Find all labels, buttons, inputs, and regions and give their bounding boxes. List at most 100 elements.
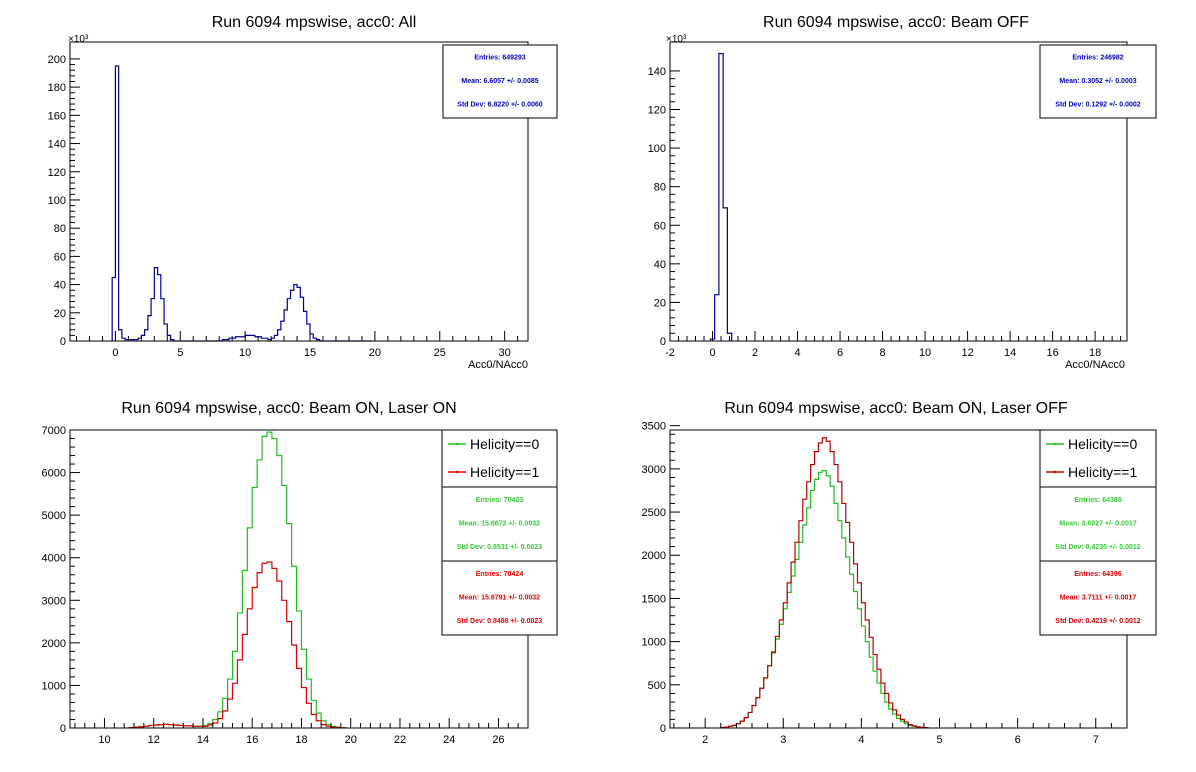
legend-label: Helicity==1	[470, 464, 539, 480]
y-tick-label: 6000	[42, 468, 66, 480]
x-tick-label: 5	[936, 734, 942, 746]
stats-std-dev: Std Dev: 0.8531 +/- 0.0023	[457, 544, 543, 551]
y-tick-label: 1500	[642, 593, 666, 605]
stats-box-frame	[441, 560, 558, 636]
legend-box	[441, 429, 558, 488]
x-tick-label: 0	[709, 347, 715, 359]
x-tick-label: 5	[177, 347, 183, 359]
y-tick-label: 60	[54, 251, 66, 263]
y-tick-label: 80	[654, 182, 666, 194]
x-tick-label: 20	[369, 347, 381, 359]
y-tick-label: 200	[48, 54, 66, 66]
x-tick-label: 26	[492, 734, 504, 746]
stats-entries: Entries: 246982	[1072, 55, 1123, 62]
stats-mean: Mean: 15.8791 +/- 0.0032	[459, 594, 540, 601]
legend-marker	[1053, 470, 1057, 474]
stats-box: Entries: 64385 Mean: 3.6927 +/- 0.0017 Std…	[1039, 486, 1157, 562]
x-tick-label: 18	[1089, 347, 1101, 359]
y-tick-label: 2500	[642, 507, 666, 519]
legend-label: Helicity==0	[1068, 436, 1137, 452]
y-tick-label: 20	[54, 308, 66, 320]
x-tick-label: 18	[295, 734, 307, 746]
stats-entries: Entries: 64385	[1074, 497, 1122, 504]
y-tick-label: 2000	[42, 638, 66, 650]
stats-std-dev: Std Dev: 0.4219 +/- 0.0012	[1055, 618, 1141, 625]
x-tick-label: 25	[434, 347, 446, 359]
chart-title: Run 6094 mpswise, acc0: Beam ON, Laser O…	[121, 400, 456, 417]
x-tick-label: 6	[837, 347, 843, 359]
plot-frame	[669, 41, 1128, 342]
stats-box-frame	[1039, 560, 1157, 636]
y-tick-label: 100	[48, 195, 66, 207]
stats-box-frame	[1039, 44, 1157, 119]
x-tick-label: -2	[665, 347, 675, 359]
y-tick-label: 180	[48, 82, 66, 94]
stats-mean: Mean: 15.8672 +/- 0.0032	[459, 520, 540, 527]
x-tick-label: 8	[879, 347, 885, 359]
stats-entries: Entries: 70423	[476, 497, 524, 504]
x-tick-label: 22	[394, 734, 406, 746]
y-tick-label: 140	[48, 139, 66, 151]
x-tick-label: 2	[702, 734, 708, 746]
legend: Helicity==0 Helicity==1	[1039, 429, 1157, 488]
histogram-series-2	[720, 437, 929, 729]
x-tick-label: 3	[780, 734, 786, 746]
y-tick-label: 0	[60, 723, 66, 735]
chart-panel-1: Run 6094 mpswise, acc0: All0204060801001…	[48, 14, 558, 371]
y-tick-label: 60	[654, 220, 666, 232]
stats-mean: Mean: 6.6057 +/- 0.0085	[461, 78, 538, 85]
y-tick-label: 40	[54, 280, 66, 292]
legend-box	[1039, 429, 1157, 488]
x-tick-label: 10	[98, 734, 110, 746]
y-tick-label: 500	[648, 680, 666, 692]
y-tick-label: 1000	[642, 637, 666, 649]
y-tick-label: 7000	[42, 425, 66, 437]
legend-label: Helicity==0	[470, 436, 539, 452]
chart-panel-3: Run 6094 mpswise, acc0: Beam ON, Laser O…	[42, 400, 558, 746]
chart-title: Run 6094 mpswise, acc0: Beam ON, Laser O…	[724, 400, 1067, 417]
y-tick-label: 0	[660, 336, 666, 348]
stats-std-dev: Std Dev: 0.4235 +/- 0.0012	[1055, 544, 1141, 551]
x-tick-label: 10	[919, 347, 931, 359]
x-axis-label: Acc0/NAcc0	[468, 359, 528, 371]
histogram-series-1	[709, 52, 733, 341]
y-tick-label: 0	[660, 723, 666, 735]
y-tick-label: 0	[60, 336, 66, 348]
stats-entries: Entries: 649293	[474, 55, 525, 62]
y-tick-label: 140	[648, 66, 666, 78]
y-tick-label: 120	[648, 105, 666, 117]
stats-box-frame	[1039, 486, 1157, 562]
stats-entries: Entries: 64396	[1074, 571, 1122, 578]
y-tick-label: 3500	[642, 421, 666, 433]
legend-marker	[455, 442, 459, 446]
stats-box: Entries: 70423 Mean: 15.8672 +/- 0.0032 St…	[441, 486, 558, 562]
y-exponent-label: ×10³	[666, 34, 687, 45]
y-tick-label: 100	[648, 143, 666, 155]
x-tick-label: 10	[239, 347, 251, 359]
x-tick-label: 4	[858, 734, 864, 746]
stats-box: Entries: 649293 Mean: 6.6057 +/- 0.0085 St…	[442, 44, 558, 119]
x-tick-label: 15	[304, 347, 316, 359]
legend-label: Helicity==1	[1068, 464, 1137, 480]
y-tick-label: 120	[48, 167, 66, 179]
y-exponent-label: ×10³	[68, 34, 89, 45]
chart-panel-4: Run 6094 mpswise, acc0: Beam ON, Laser O…	[642, 400, 1157, 746]
legend-marker	[1053, 442, 1057, 446]
x-tick-label: 16	[1046, 347, 1058, 359]
x-tick-label: 14	[197, 734, 209, 746]
stats-mean: Mean: 3.7111 +/- 0.0017	[1060, 594, 1137, 601]
x-tick-label: 4	[794, 347, 800, 359]
y-tick-label: 4000	[42, 553, 66, 565]
x-tick-label: 16	[246, 734, 258, 746]
plot-frame	[69, 41, 529, 342]
x-tick-label: 20	[345, 734, 357, 746]
stats-box: Entries: 246982 Mean: 0.3052 +/- 0.0003 St…	[1039, 44, 1157, 119]
stats-box-frame	[442, 44, 558, 119]
stats-box: Entries: 70424 Mean: 15.8791 +/- 0.0032 St…	[441, 560, 558, 636]
x-tick-label: 2	[752, 347, 758, 359]
x-tick-label: 24	[443, 734, 455, 746]
stats-box: Entries: 64396 Mean: 3.7111 +/- 0.0017 Std…	[1039, 560, 1157, 636]
y-tick-label: 1000	[42, 680, 66, 692]
stats-std-dev: Std Dev: 0.1292 +/- 0.0002	[1055, 101, 1141, 108]
y-tick-label: 2000	[642, 550, 666, 562]
